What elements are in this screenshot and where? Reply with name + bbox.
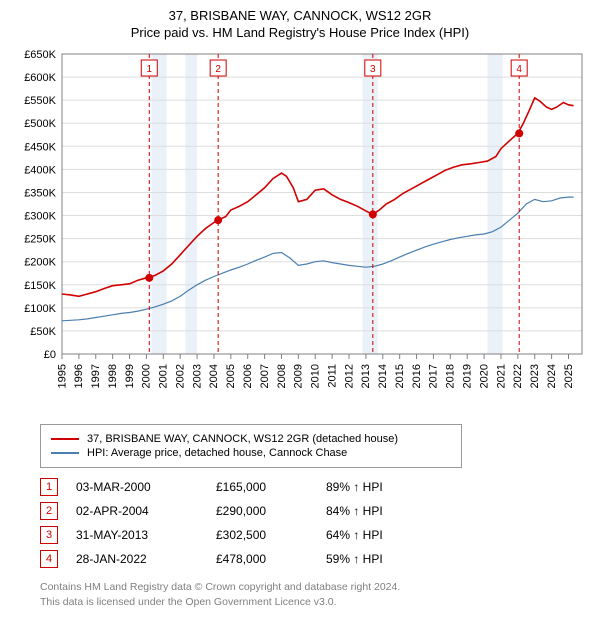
- svg-text:£0: £0: [44, 349, 56, 361]
- svg-text:2025: 2025: [563, 364, 575, 388]
- svg-text:2008: 2008: [276, 364, 288, 388]
- footer-attribution: Contains HM Land Registry data © Crown c…: [40, 580, 590, 609]
- svg-text:£250K: £250K: [24, 234, 56, 246]
- svg-text:2015: 2015: [394, 364, 406, 388]
- svg-text:2024: 2024: [546, 364, 558, 388]
- svg-text:2007: 2007: [259, 364, 271, 388]
- svg-text:2022: 2022: [512, 364, 524, 388]
- svg-text:£400K: £400K: [24, 164, 56, 176]
- legend-label: HPI: Average price, detached house, Cann…: [87, 447, 347, 459]
- table-row: 2 02-APR-2004 £290,000 84% ↑ HPI: [40, 502, 590, 520]
- svg-text:2023: 2023: [529, 364, 541, 388]
- svg-text:£550K: £550K: [24, 95, 56, 107]
- legend: 37, BRISBANE WAY, CANNOCK, WS12 2GR (det…: [40, 424, 462, 468]
- chart-area: £0 £50K £100K £150K £200K £250K £300K £350K £400…: [10, 46, 590, 416]
- svg-text:2006: 2006: [242, 364, 254, 388]
- table-row: 3 31-MAY-2013 £302,500 64% ↑ HPI: [40, 526, 590, 544]
- sale-marker-icon: 1: [40, 478, 58, 496]
- svg-text:2000: 2000: [141, 364, 153, 388]
- svg-text:2013: 2013: [360, 364, 372, 388]
- table-row: 4 28-JAN-2022 £478,000 59% ↑ HPI: [40, 550, 590, 568]
- svg-text:2012: 2012: [343, 364, 355, 388]
- svg-text:£600K: £600K: [24, 72, 56, 84]
- sale-pct: 89% ↑ HPI: [326, 480, 446, 494]
- svg-text:2002: 2002: [174, 364, 186, 388]
- svg-text:2011: 2011: [326, 364, 338, 388]
- svg-text:2004: 2004: [208, 364, 220, 388]
- legend-item: HPI: Average price, detached house, Cann…: [51, 447, 451, 459]
- svg-text:£50K: £50K: [30, 326, 56, 338]
- chart-title-block: 37, BRISBANE WAY, CANNOCK, WS12 2GR Pric…: [10, 8, 590, 40]
- svg-text:2017: 2017: [428, 364, 440, 388]
- sale-pct: 59% ↑ HPI: [326, 552, 446, 566]
- sales-table: 1 03-MAR-2000 £165,000 89% ↑ HPI 2 02-AP…: [40, 478, 590, 568]
- svg-text:2001: 2001: [158, 364, 170, 388]
- sale-price: £478,000: [216, 552, 326, 566]
- svg-text:4: 4: [516, 64, 522, 75]
- svg-text:£650K: £650K: [24, 49, 56, 61]
- svg-text:1999: 1999: [124, 364, 136, 388]
- sale-date: 03-MAR-2000: [76, 480, 216, 494]
- svg-text:£450K: £450K: [24, 141, 56, 153]
- svg-text:£100K: £100K: [24, 303, 56, 315]
- svg-text:£200K: £200K: [24, 257, 56, 269]
- line-chart: £0 £50K £100K £150K £200K £250K £300K £350K £400…: [10, 46, 590, 416]
- svg-text:£300K: £300K: [24, 211, 56, 223]
- sale-price: £165,000: [216, 480, 326, 494]
- svg-text:2020: 2020: [478, 364, 490, 388]
- sale-marker-icon: 3: [40, 526, 58, 544]
- legend-item: 37, BRISBANE WAY, CANNOCK, WS12 2GR (det…: [51, 433, 451, 445]
- svg-text:2005: 2005: [225, 364, 237, 388]
- footer-line: Contains HM Land Registry data © Crown c…: [40, 580, 590, 595]
- sale-price: £302,500: [216, 528, 326, 542]
- svg-text:2: 2: [215, 64, 221, 75]
- svg-text:2003: 2003: [191, 364, 203, 388]
- sale-date: 31-MAY-2013: [76, 528, 216, 542]
- legend-label: 37, BRISBANE WAY, CANNOCK, WS12 2GR (det…: [87, 433, 398, 445]
- table-row: 1 03-MAR-2000 £165,000 89% ↑ HPI: [40, 478, 590, 496]
- sale-date: 28-JAN-2022: [76, 552, 216, 566]
- svg-text:3: 3: [370, 64, 376, 75]
- svg-text:2014: 2014: [377, 364, 389, 388]
- svg-text:1996: 1996: [73, 364, 85, 388]
- title-address: 37, BRISBANE WAY, CANNOCK, WS12 2GR: [10, 8, 590, 23]
- svg-text:2019: 2019: [461, 364, 473, 388]
- svg-text:2016: 2016: [411, 364, 423, 388]
- sale-date: 02-APR-2004: [76, 504, 216, 518]
- footer-line: This data is licensed under the Open Gov…: [40, 595, 590, 610]
- sale-price: £290,000: [216, 504, 326, 518]
- svg-text:£350K: £350K: [24, 187, 56, 199]
- legend-swatch: [51, 452, 79, 454]
- svg-text:1997: 1997: [90, 364, 102, 388]
- svg-text:1995: 1995: [56, 364, 68, 388]
- svg-text:£500K: £500K: [24, 118, 56, 130]
- sale-marker-icon: 2: [40, 502, 58, 520]
- svg-text:£150K: £150K: [24, 280, 56, 292]
- svg-text:1998: 1998: [107, 364, 119, 388]
- svg-text:2018: 2018: [445, 364, 457, 388]
- svg-text:1: 1: [147, 64, 153, 75]
- legend-swatch: [51, 438, 79, 440]
- title-subtitle: Price paid vs. HM Land Registry's House …: [10, 25, 590, 40]
- sale-pct: 64% ↑ HPI: [326, 528, 446, 542]
- svg-text:2021: 2021: [495, 364, 507, 388]
- svg-text:2010: 2010: [310, 364, 322, 388]
- sale-marker-icon: 4: [40, 550, 58, 568]
- sale-pct: 84% ↑ HPI: [326, 504, 446, 518]
- svg-text:2009: 2009: [293, 364, 305, 388]
